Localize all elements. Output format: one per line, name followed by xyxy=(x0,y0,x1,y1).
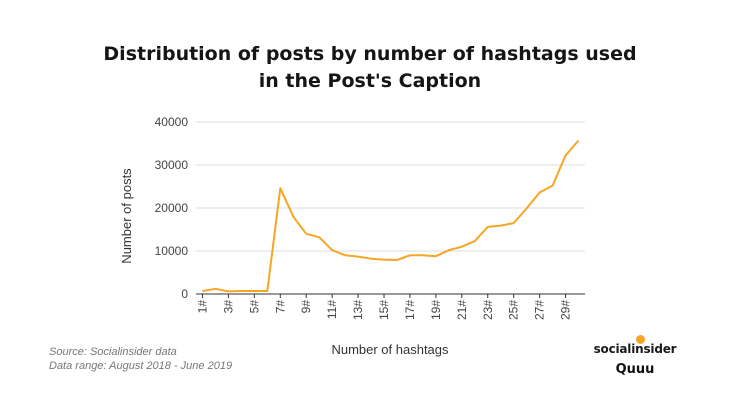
chart-title-line-2: in the Post's Caption xyxy=(258,70,482,92)
x-tick-label: 7# xyxy=(273,300,287,314)
x-tick-label: 23# xyxy=(481,300,495,320)
x-tick-label: 9# xyxy=(299,300,313,314)
x-tick-label: 13# xyxy=(351,300,365,320)
brand-logos: socialinsider Quuu xyxy=(590,335,680,377)
socialinsider-logo-dot xyxy=(636,335,645,344)
y-tick-label: 30000 xyxy=(155,158,189,172)
y-tick-label: 40000 xyxy=(155,115,189,129)
x-tick-label: 15# xyxy=(377,300,391,320)
x-tick-label: 27# xyxy=(533,300,547,320)
x-axis-title: Number of hashtags xyxy=(331,342,449,357)
data-range-line: Data range: August 2018 - June 2019 xyxy=(49,360,233,372)
source-line: Source: Socialinsider data xyxy=(49,346,177,358)
chart-title-line-1: Distribution of posts by number of hasht… xyxy=(103,43,637,65)
x-tick-label: 11# xyxy=(325,300,339,319)
series-line xyxy=(202,139,580,293)
quuu-logo: Quuu xyxy=(615,362,655,377)
y-tick-label: 20000 xyxy=(155,201,189,215)
x-tick-label: 3# xyxy=(221,300,235,314)
x-axis-ticks: 1# 3# 5# 7# 9# 11# 13# 15# 17# 19# 21# 23# 25# 27# 29# xyxy=(195,294,573,320)
series-group xyxy=(202,139,580,293)
source-note: Source: Socialinsider data Data range: A… xyxy=(49,345,232,373)
socialinsider-logo: socialinsider xyxy=(590,335,680,356)
y-axis-ticks: 0 10000 20000 30000 40000 xyxy=(155,115,189,301)
socialinsider-logo-text: socialinsider xyxy=(593,342,677,356)
x-tick-label: 19# xyxy=(429,300,443,320)
x-tick-label: 1# xyxy=(195,300,209,314)
gridlines xyxy=(196,121,585,252)
y-tick-label: 0 xyxy=(181,287,188,301)
y-axis-title: Number of posts xyxy=(119,168,134,264)
x-tick-label: 17# xyxy=(403,300,417,320)
x-tick-label: 29# xyxy=(559,300,573,320)
x-tick-label: 5# xyxy=(247,300,261,314)
x-tick-label: 21# xyxy=(455,300,469,320)
x-tick-label: 25# xyxy=(507,300,521,320)
y-tick-label: 10000 xyxy=(155,244,189,258)
chart-title: Distribution of posts by number of hasht… xyxy=(0,41,740,95)
